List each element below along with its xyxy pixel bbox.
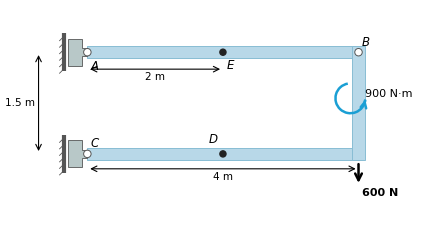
Circle shape xyxy=(83,48,91,56)
Circle shape xyxy=(354,48,361,56)
Text: 900 N·m: 900 N·m xyxy=(364,89,412,99)
Text: 4 m: 4 m xyxy=(213,172,233,181)
Text: A: A xyxy=(91,60,98,73)
Text: 600 N: 600 N xyxy=(361,188,397,198)
Circle shape xyxy=(219,151,225,157)
Polygon shape xyxy=(68,140,87,168)
Bar xyxy=(87,46,358,58)
Text: 2 m: 2 m xyxy=(145,72,165,82)
Polygon shape xyxy=(68,39,87,66)
Circle shape xyxy=(83,150,91,158)
Text: 1.5 m: 1.5 m xyxy=(5,98,35,108)
Bar xyxy=(351,46,364,160)
Text: C: C xyxy=(91,137,99,150)
Text: E: E xyxy=(227,59,234,72)
Text: B: B xyxy=(360,36,368,49)
Circle shape xyxy=(219,49,225,55)
Bar xyxy=(87,148,358,160)
Text: D: D xyxy=(208,133,217,146)
